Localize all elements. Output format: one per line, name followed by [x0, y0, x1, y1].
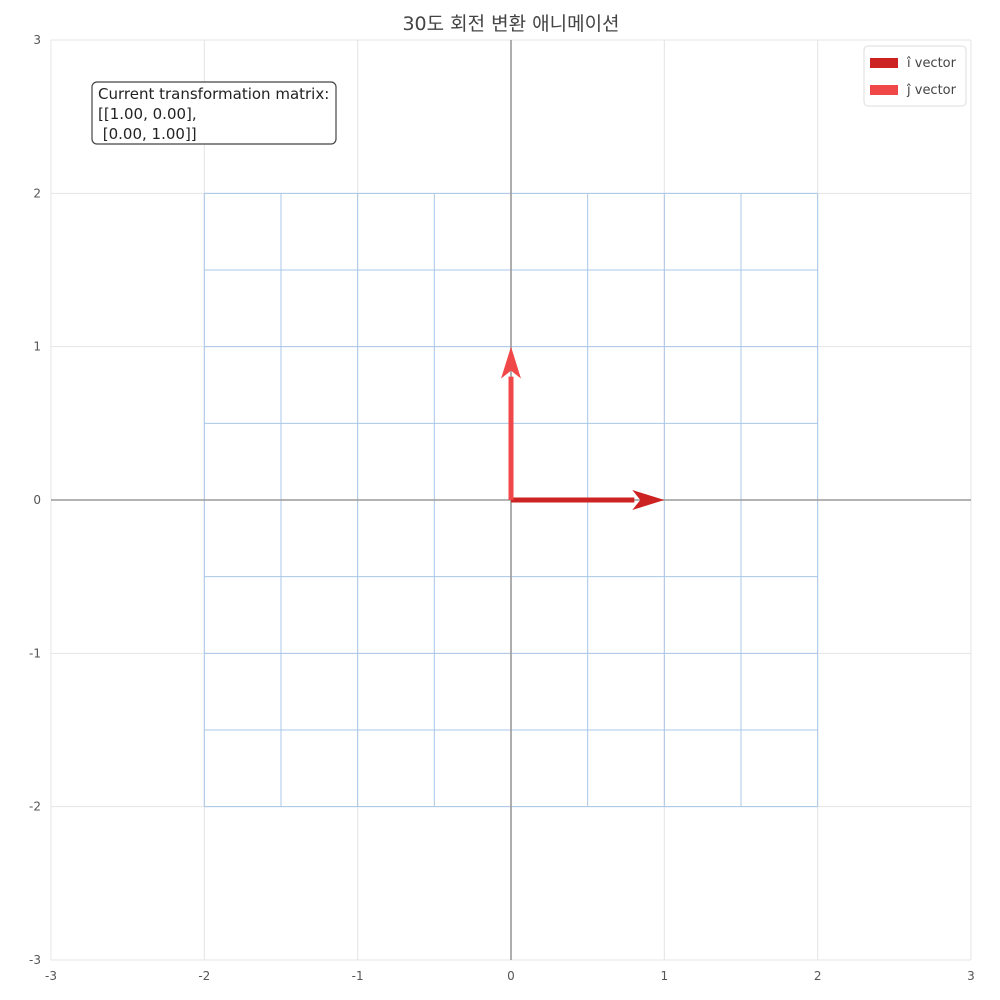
vector-arrowhead [501, 346, 521, 379]
y-tick-label: 3 [33, 33, 41, 47]
x-tick-label: 0 [507, 969, 515, 983]
y-tick-label: 2 [33, 186, 41, 200]
y-tick-label: -1 [29, 646, 41, 660]
y-tick-label: 0 [33, 493, 41, 507]
vectors [501, 346, 665, 510]
matrix-annotation: Current transformation matrix: [[1.00, 0.… [91, 81, 337, 145]
x-tick-label: -1 [352, 969, 364, 983]
legend-label: î vector [906, 56, 957, 71]
annotation-line: [0.00, 1.00]] [98, 125, 197, 143]
y-tick-label: -2 [29, 800, 41, 814]
vector-arrowhead [632, 490, 665, 510]
vector-j-hat [501, 346, 521, 500]
x-tick-label: 3 [967, 969, 975, 983]
legend-swatch [870, 58, 898, 68]
legend: î vector ĵ vector [863, 45, 967, 107]
tick-labels: -3 -2 -1 0 1 2 3 -3 -2 -1 0 1 2 3 [29, 33, 975, 983]
x-tick-label: -3 [45, 969, 57, 983]
legend-label: ĵ vector [906, 83, 957, 98]
y-tick-label: -3 [29, 953, 41, 967]
annotation-box [91, 81, 337, 145]
x-tick-label: -2 [198, 969, 210, 983]
annotation-line: Current transformation matrix: [98, 85, 329, 103]
chart-title: 30도 회전 변환 애니메이션 [402, 13, 619, 35]
x-tick-label: 1 [661, 969, 669, 983]
y-tick-label: 1 [33, 340, 41, 354]
annotation-line: [[1.00, 0.00], [98, 105, 197, 123]
x-tick-label: 2 [814, 969, 822, 983]
legend-swatch [870, 85, 898, 95]
vector-i-hat [511, 490, 665, 510]
